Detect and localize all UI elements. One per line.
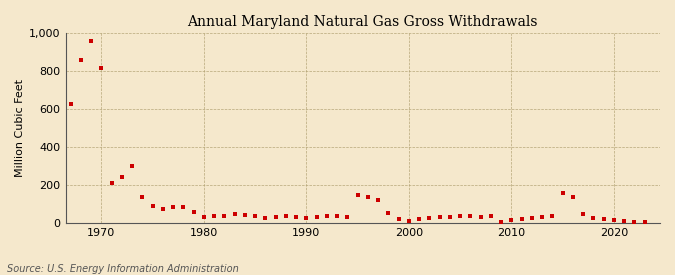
Point (537, 215, 547, 220)
Point (506, 218, 517, 222)
Point (311, 215, 322, 220)
Point (414, 217, 425, 222)
Point (475, 215, 486, 220)
Point (352, 192, 363, 197)
Point (568, 194, 578, 199)
Point (526, 216, 537, 221)
Point (516, 217, 527, 222)
Point (86, 38, 97, 43)
Point (342, 215, 353, 220)
Point (362, 194, 373, 199)
Point (619, 219, 630, 223)
Y-axis label: Million Cubic Feet: Million Cubic Feet (15, 79, 25, 177)
Point (331, 214, 342, 219)
Point (455, 214, 466, 219)
Point (281, 214, 292, 219)
Point (291, 215, 302, 220)
Point (127, 164, 138, 168)
Point (260, 216, 271, 221)
Title: Annual Maryland Natural Gas Gross Withdrawals: Annual Maryland Natural Gas Gross Withdr… (188, 15, 538, 29)
Point (465, 214, 476, 219)
Point (321, 214, 332, 219)
Point (168, 205, 179, 209)
Point (250, 214, 261, 219)
Point (444, 215, 455, 220)
Point (209, 213, 219, 218)
Point (404, 219, 414, 223)
Point (495, 220, 506, 224)
Point (639, 220, 650, 224)
Point (188, 210, 199, 214)
Point (629, 220, 640, 224)
Point (394, 217, 404, 222)
Point (424, 216, 435, 221)
Point (106, 181, 117, 185)
Point (178, 205, 189, 209)
Point (373, 198, 383, 202)
Point (301, 216, 312, 221)
Point (434, 215, 445, 220)
Point (270, 215, 281, 220)
Point (558, 191, 568, 195)
Point (383, 210, 394, 215)
Point (198, 215, 209, 220)
Point (578, 211, 589, 216)
Point (117, 175, 128, 180)
Point (547, 214, 558, 219)
Point (485, 214, 496, 219)
Point (76, 57, 86, 62)
Point (598, 217, 609, 222)
Point (240, 212, 250, 217)
Point (137, 194, 148, 199)
Point (230, 211, 240, 216)
Point (65, 102, 76, 106)
Point (608, 218, 619, 222)
Point (96, 66, 107, 70)
Text: Source: U.S. Energy Information Administration: Source: U.S. Energy Information Administ… (7, 264, 238, 274)
Point (219, 213, 230, 218)
Point (157, 207, 168, 211)
Point (588, 216, 599, 221)
Point (147, 204, 158, 208)
